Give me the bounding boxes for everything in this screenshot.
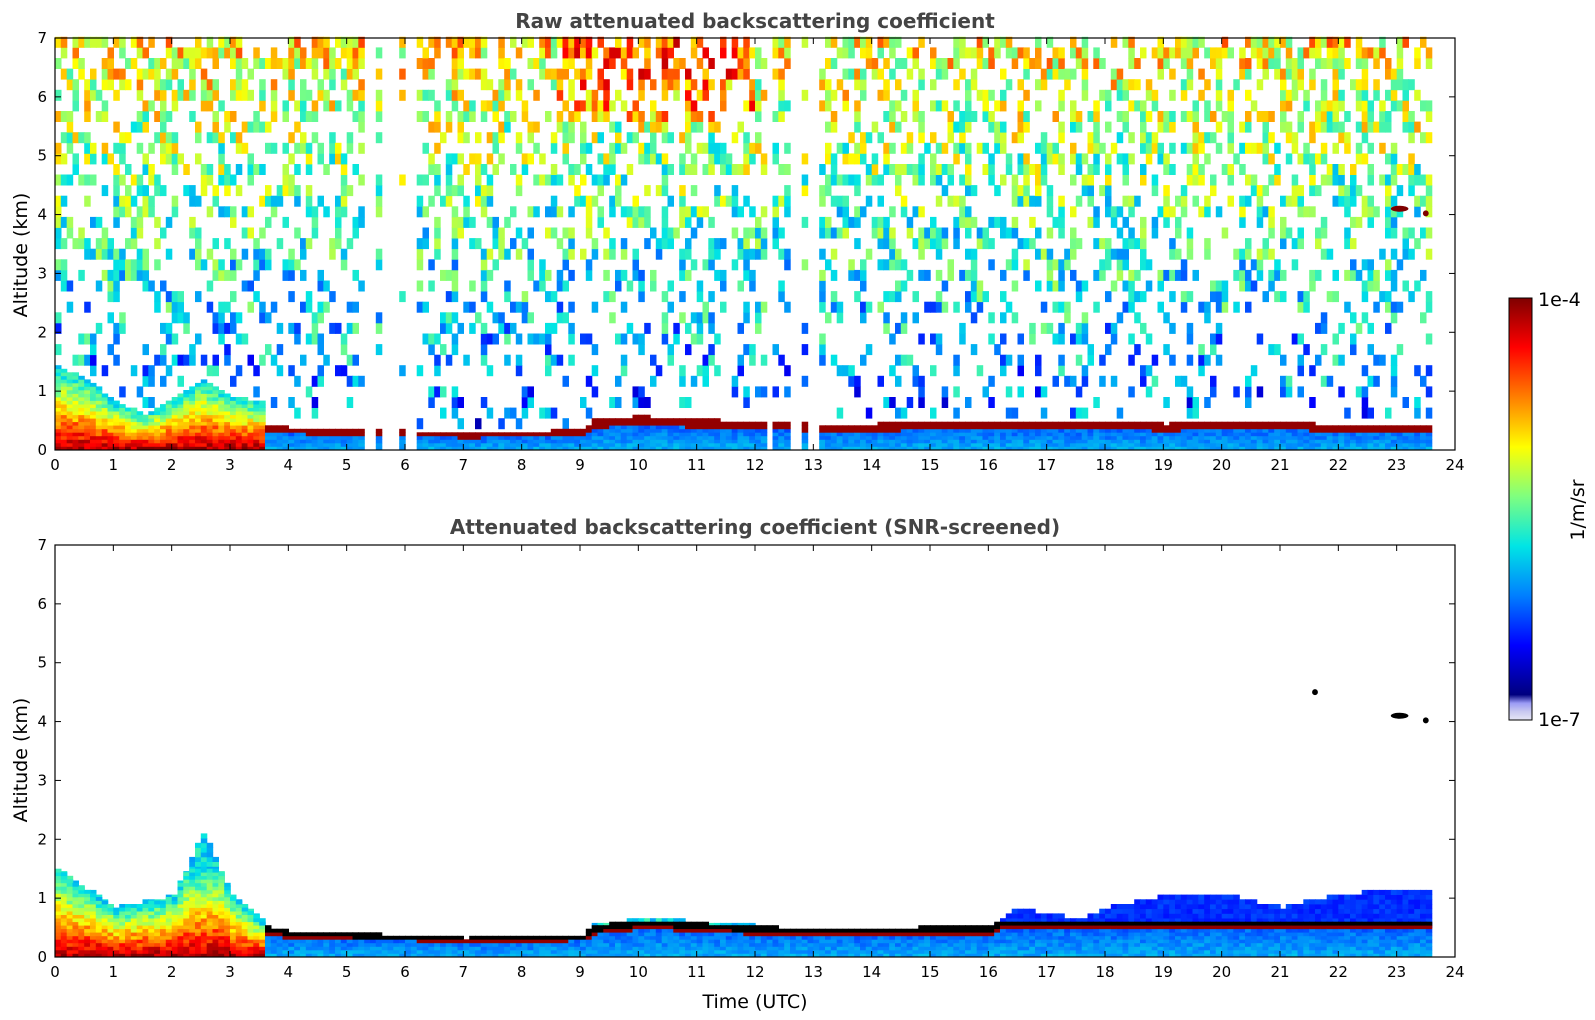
x-tick-label: 12 bbox=[745, 456, 764, 474]
x-tick-label: 7 bbox=[459, 963, 469, 981]
x-tick-label: 23 bbox=[1387, 963, 1406, 981]
x-tick-label: 3 bbox=[225, 963, 235, 981]
x-tick-label: 20 bbox=[1212, 963, 1231, 981]
colorbar-scale bbox=[1508, 297, 1533, 721]
x-tick-label: 19 bbox=[1154, 963, 1173, 981]
x-tick-label: 8 bbox=[517, 456, 527, 474]
x-tick-label: 9 bbox=[575, 456, 585, 474]
raw-backscatter-panel: Raw attenuated backscattering coefficien… bbox=[10, 9, 1465, 474]
x-tick-label: 1 bbox=[109, 963, 119, 981]
plot-frame bbox=[54, 544, 1456, 958]
x-tick-label: 15 bbox=[920, 963, 939, 981]
x-tick-label: 18 bbox=[1095, 963, 1114, 981]
y-tick-label: 5 bbox=[37, 147, 47, 165]
panel-title: Attenuated backscattering coefficient (S… bbox=[450, 515, 1060, 539]
y-tick-label: 4 bbox=[37, 713, 47, 731]
cloud-feature bbox=[1422, 210, 1429, 217]
x-tick-label: 3 bbox=[225, 456, 235, 474]
x-tick-label: 5 bbox=[342, 963, 352, 981]
y-axis-label: Altitude (km) bbox=[10, 193, 32, 318]
x-tick-label: 2 bbox=[167, 456, 177, 474]
x-tick-label: 19 bbox=[1154, 456, 1173, 474]
snr-screened-panel: Attenuated backscattering coefficient (S… bbox=[10, 515, 1465, 1013]
y-tick-label: 1 bbox=[37, 889, 47, 907]
axes: 0 1 2 3 4 5 6 7 8 9 10 11 12 13 14 15 16 17 18 19 20 21 22 23 24… bbox=[37, 536, 1464, 981]
axes: 0 1 2 3 4 5 6 7 8 9 10 11 12 13 14 15 16 17 18 19 20 21 22 23 24… bbox=[37, 29, 1464, 474]
colorbar: 1e-4 1e-7 1/m/sr bbox=[1508, 289, 1589, 731]
cloud-feature bbox=[1390, 712, 1409, 719]
x-tick-label: 4 bbox=[284, 456, 294, 474]
x-tick-label: 2 bbox=[167, 963, 177, 981]
x-tick-label: 10 bbox=[629, 963, 648, 981]
x-tick-label: 11 bbox=[687, 456, 706, 474]
y-tick-label: 3 bbox=[37, 264, 47, 282]
x-tick-label: 9 bbox=[575, 963, 585, 981]
x-tick-label: 17 bbox=[1037, 456, 1056, 474]
x-tick-label: 16 bbox=[979, 963, 998, 981]
cloud-feature bbox=[1312, 689, 1318, 696]
x-tick-label: 4 bbox=[284, 963, 294, 981]
x-tick-label: 0 bbox=[50, 456, 60, 474]
cloud-feature bbox=[1422, 717, 1429, 724]
x-axis-label: Time (UTC) bbox=[701, 991, 807, 1013]
cloud-feature bbox=[1390, 205, 1409, 212]
y-tick-label: 2 bbox=[37, 323, 47, 341]
x-tick-label: 13 bbox=[804, 963, 823, 981]
y-tick-label: 0 bbox=[37, 948, 47, 966]
x-tick-label: 21 bbox=[1270, 963, 1289, 981]
x-tick-label: 20 bbox=[1212, 456, 1231, 474]
x-tick-label: 14 bbox=[862, 456, 881, 474]
colorbar-max-label: 1e-4 bbox=[1538, 289, 1581, 311]
x-tick-label: 17 bbox=[1037, 963, 1056, 981]
x-tick-label: 23 bbox=[1387, 456, 1406, 474]
y-tick-label: 0 bbox=[37, 441, 47, 459]
x-tick-label: 0 bbox=[50, 963, 60, 981]
x-tick-label: 15 bbox=[920, 456, 939, 474]
y-tick-label: 7 bbox=[37, 536, 47, 554]
x-tick-label: 22 bbox=[1329, 963, 1348, 981]
x-tick-label: 1 bbox=[109, 456, 119, 474]
y-tick-label: 5 bbox=[37, 654, 47, 672]
x-tick-label: 6 bbox=[400, 963, 410, 981]
x-tick-label: 7 bbox=[459, 456, 469, 474]
x-tick-label: 24 bbox=[1445, 963, 1464, 981]
y-tick-label: 2 bbox=[37, 830, 47, 848]
y-tick-label: 7 bbox=[37, 29, 47, 47]
x-tick-label: 10 bbox=[629, 456, 648, 474]
x-tick-label: 18 bbox=[1095, 456, 1114, 474]
x-tick-label: 24 bbox=[1445, 456, 1464, 474]
raw-backscatter-heatmap bbox=[55, 36, 1433, 451]
y-tick-label: 6 bbox=[37, 88, 47, 106]
y-tick-label: 3 bbox=[37, 771, 47, 789]
x-tick-label: 8 bbox=[517, 963, 527, 981]
x-tick-label: 12 bbox=[745, 963, 764, 981]
x-tick-label: 11 bbox=[687, 963, 706, 981]
x-tick-label: 14 bbox=[862, 963, 881, 981]
colorbar-min-label: 1e-7 bbox=[1538, 709, 1581, 731]
x-tick-label: 22 bbox=[1329, 456, 1348, 474]
x-tick-label: 5 bbox=[342, 456, 352, 474]
snr-screened-heatmap bbox=[55, 689, 1433, 958]
y-tick-label: 4 bbox=[37, 206, 47, 224]
x-tick-label: 6 bbox=[400, 456, 410, 474]
x-tick-label: 16 bbox=[979, 456, 998, 474]
y-tick-label: 6 bbox=[37, 595, 47, 613]
colorbar-label: 1/m/sr bbox=[1567, 479, 1589, 540]
x-tick-label: 13 bbox=[804, 456, 823, 474]
panel-title: Raw attenuated backscattering coefficien… bbox=[515, 9, 995, 33]
x-tick-label: 21 bbox=[1270, 456, 1289, 474]
y-tick-label: 1 bbox=[37, 382, 47, 400]
y-axis-label: Altitude (km) bbox=[10, 698, 32, 823]
